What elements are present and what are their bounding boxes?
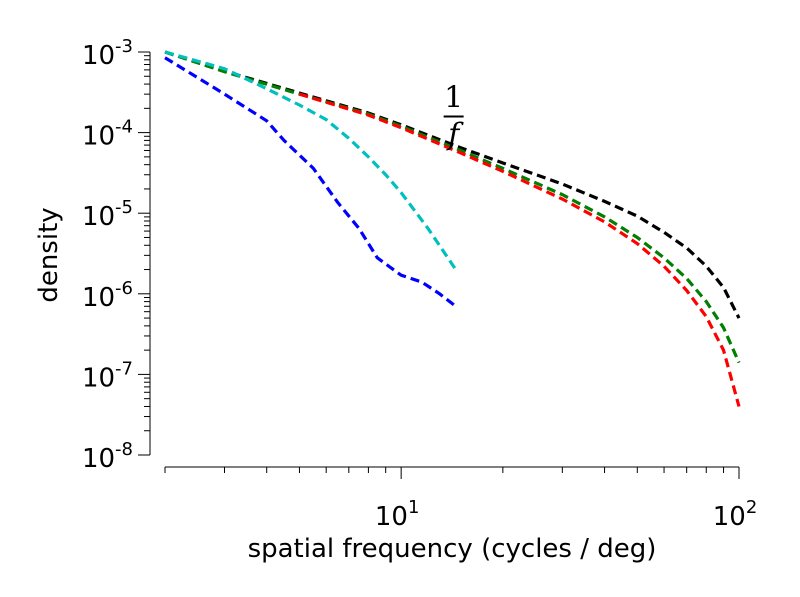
y-axis: 10-3 10-4 10-5 10-6 10-7 10-8 xyxy=(82,36,151,474)
y-tick-label: 10-6 xyxy=(82,278,133,313)
y-tick-label: 10-7 xyxy=(82,358,133,393)
series-line-5 xyxy=(164,56,457,308)
annotation-numerator: 1 xyxy=(444,80,463,115)
y-axis-label: density xyxy=(34,207,64,302)
series-line-1 xyxy=(164,50,741,319)
y-tick-label: 10-5 xyxy=(82,197,133,232)
series-line-2 xyxy=(164,50,741,364)
series-line-3 xyxy=(298,92,741,407)
x-tick-label: 102 xyxy=(713,497,758,532)
y-tick-label: 10-4 xyxy=(82,117,133,152)
y-tick-label: 10-8 xyxy=(82,439,133,474)
y-tick-label: 10-3 xyxy=(82,36,133,71)
x-axis: 101 102 xyxy=(164,466,758,532)
x-axis-label: spatial frequency (cycles / deg) xyxy=(248,534,657,564)
x-tick-label: 101 xyxy=(375,497,420,532)
series-line-4 xyxy=(164,50,458,271)
series-layer xyxy=(164,50,741,407)
